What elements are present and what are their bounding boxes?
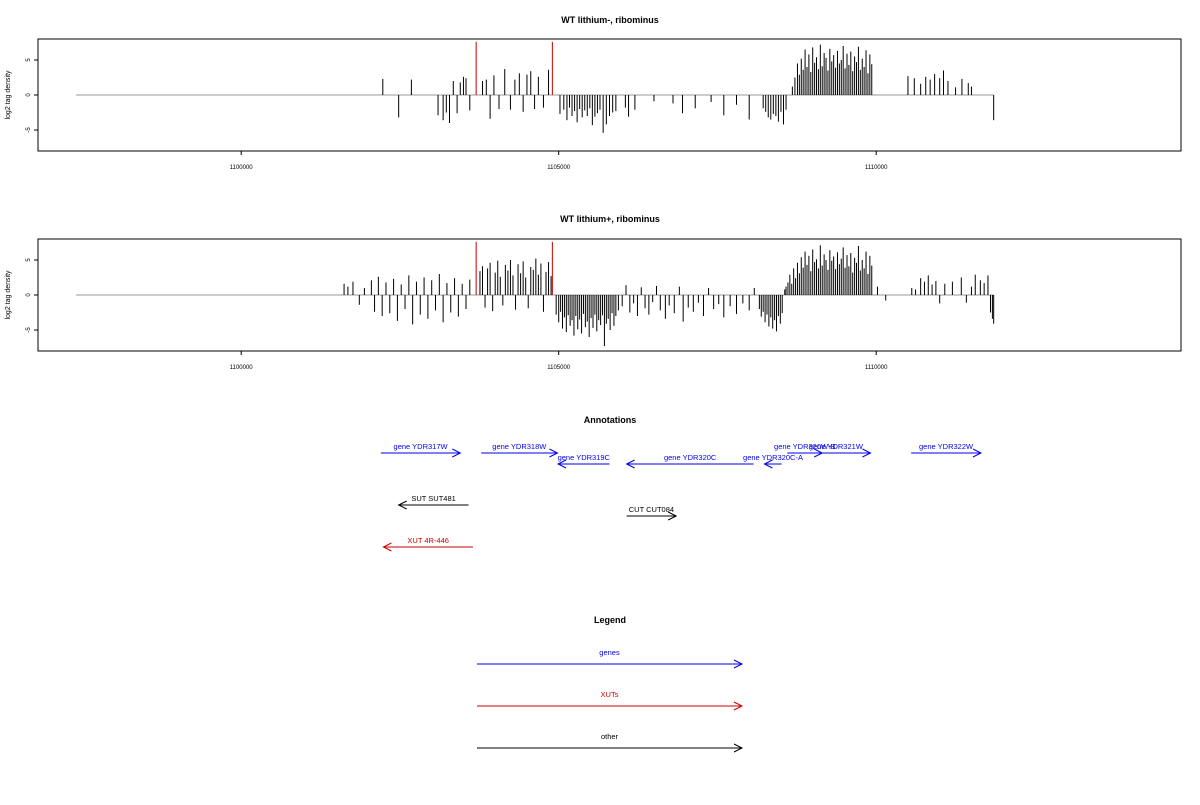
y-tick-label: 0	[26, 93, 32, 97]
feature-arrow	[763, 459, 782, 469]
y-tick-label: -5	[26, 327, 32, 333]
y-tick-label: 5	[26, 258, 32, 262]
feature-label: SUT SUT481	[411, 494, 455, 503]
y-axis-label: log2 tag density	[5, 270, 12, 320]
feature-arrow	[397, 500, 469, 510]
annotations-panel: Annotations gene YDR317W gene YDR318Wgene…	[380, 415, 983, 552]
arrow-head	[733, 701, 744, 711]
x-tick-label: 1105000	[547, 165, 571, 171]
y-tick-label: 0	[26, 293, 32, 297]
legend-items: genes XUTs other	[477, 648, 744, 753]
feature-label: gene YDR320C	[664, 453, 717, 462]
arrow-head	[862, 448, 872, 458]
plot-marks	[76, 241, 995, 347]
feature-label: XUT 4R-446	[407, 536, 449, 545]
arrow-head	[452, 448, 462, 458]
arrow-head	[733, 743, 744, 753]
feature-arrow	[911, 448, 983, 458]
feature-label: gene YDR317W	[394, 442, 449, 451]
feature-arrow	[382, 542, 473, 552]
legend-arrow	[477, 743, 744, 753]
y-tick-label: 5	[26, 58, 32, 62]
legend-arrow	[477, 659, 744, 669]
feature-label: CUT CUT084	[629, 505, 674, 514]
feature-arrow	[556, 459, 610, 469]
feature-arrow	[380, 448, 462, 458]
feature-label: gene YDR320C-A	[743, 453, 803, 462]
y-axis-label: log2 tag density	[5, 70, 12, 120]
plot-marks	[76, 41, 995, 133]
arrow-head	[972, 448, 983, 458]
axes: -5 0 5 1100000 1105000 1110000	[26, 58, 888, 171]
axes: -5 0 5 1100000 1105000 1110000	[26, 258, 888, 371]
feature-label: gene YDR321W	[809, 442, 864, 451]
arrow-head	[382, 542, 392, 552]
arrow-head	[733, 659, 744, 669]
annotation-features: gene YDR317W gene YDR318W gene YDR319C gene…	[380, 442, 983, 552]
feature-label: gene YDR318W	[492, 442, 547, 451]
track-panel-lithium-minus: WT lithium-, ribominus log2 tag density …	[5, 15, 1182, 171]
feature-arrow	[626, 511, 678, 521]
legend-label: genes	[599, 648, 620, 657]
annotations-title: Annotations	[584, 415, 637, 425]
track-panel-lithium-plus: WT lithium+, ribominus log2 tag density …	[5, 214, 1182, 371]
feature-label: gene YDR319C	[558, 453, 611, 462]
track-title: WT lithium-, ribominus	[561, 15, 659, 25]
x-tick-label: 1110000	[865, 365, 888, 371]
legend-title: Legend	[594, 615, 626, 625]
feature-arrow	[625, 459, 754, 469]
x-tick-label: 1100000	[230, 365, 254, 371]
feature-arrow	[801, 448, 872, 458]
track-title: WT lithium+, ribominus	[560, 214, 660, 224]
feature-label: gene YDR322W	[919, 442, 974, 451]
feature-label: gene YDR320W-B	[774, 442, 835, 451]
legend-arrow	[477, 701, 744, 711]
x-tick-label: 1110000	[865, 165, 888, 171]
arrow-head	[397, 500, 407, 510]
arrow-head	[549, 448, 559, 458]
legend-label: other	[601, 732, 619, 741]
feature-arrow	[481, 448, 559, 458]
arrow-head	[763, 459, 773, 469]
legend-label: XUTs	[601, 690, 619, 699]
arrow-head	[556, 459, 567, 469]
arrow-head	[625, 459, 635, 469]
x-tick-label: 1105000	[547, 365, 571, 371]
legend-panel: Legend genes XUTs other	[477, 615, 744, 753]
arrow-head	[667, 511, 678, 521]
y-tick-label: -5	[26, 127, 32, 133]
x-tick-label: 1100000	[230, 165, 254, 171]
